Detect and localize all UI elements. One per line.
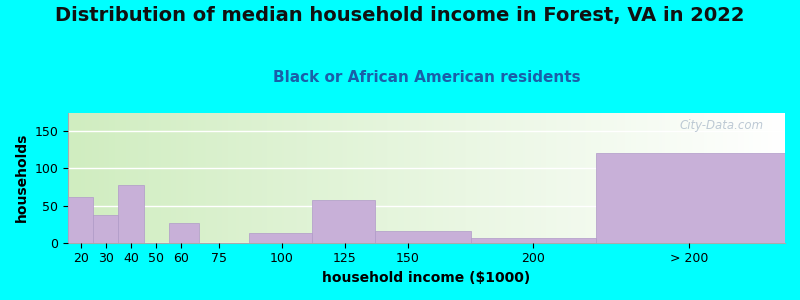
X-axis label: household income ($1000): household income ($1000) bbox=[322, 271, 530, 285]
Title: Black or African American residents: Black or African American residents bbox=[273, 70, 580, 85]
Bar bbox=[312, 200, 375, 243]
Text: City-Data.com: City-Data.com bbox=[679, 119, 763, 132]
Text: Distribution of median household income in Forest, VA in 2022: Distribution of median household income … bbox=[55, 6, 745, 25]
Bar bbox=[169, 224, 199, 243]
Bar bbox=[94, 215, 118, 243]
Bar bbox=[470, 238, 596, 243]
Bar bbox=[68, 196, 94, 243]
Y-axis label: households: households bbox=[15, 133, 29, 222]
Bar bbox=[596, 154, 785, 243]
Bar bbox=[118, 185, 144, 243]
Bar bbox=[375, 231, 470, 243]
Bar bbox=[250, 233, 312, 243]
